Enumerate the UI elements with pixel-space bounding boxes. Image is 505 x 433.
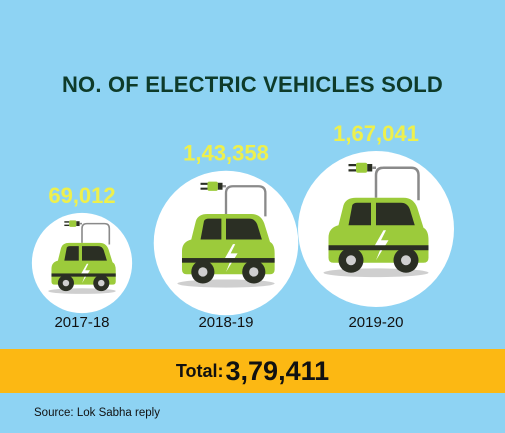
source-note: Source: Lok Sabha reply (34, 407, 160, 419)
bubble-2017-18 (31, 212, 133, 314)
plug-icon (348, 162, 376, 173)
lightning-bolt-icon (80, 263, 91, 284)
electric-car-icon (48, 242, 116, 294)
category-label: 2017-18 (54, 314, 109, 331)
bubble-2018-19 (153, 170, 299, 316)
lightning-bolt-icon (373, 230, 389, 261)
category-label: 2018-19 (198, 314, 253, 331)
total-label: Total: (175, 360, 224, 381)
electric-car-icon (323, 197, 429, 278)
bubble-2019-20 (298, 151, 454, 307)
category-label: 2019-20 (348, 314, 403, 331)
value-label: 1,43,358 (183, 141, 269, 166)
chart-title: NO. OF ELECTRIC VEHICLES SOLD (61, 72, 444, 97)
plug-icon (200, 181, 226, 191)
plug-icon (64, 220, 82, 227)
electric-car-icon (177, 214, 275, 288)
total-summary: Total: 3,79,411 (0, 349, 505, 393)
value-label: 69,012 (48, 183, 115, 208)
value-label: 1,67,041 (333, 121, 419, 146)
total-bar (0, 349, 505, 393)
total-value: 3,79,411 (225, 355, 330, 386)
